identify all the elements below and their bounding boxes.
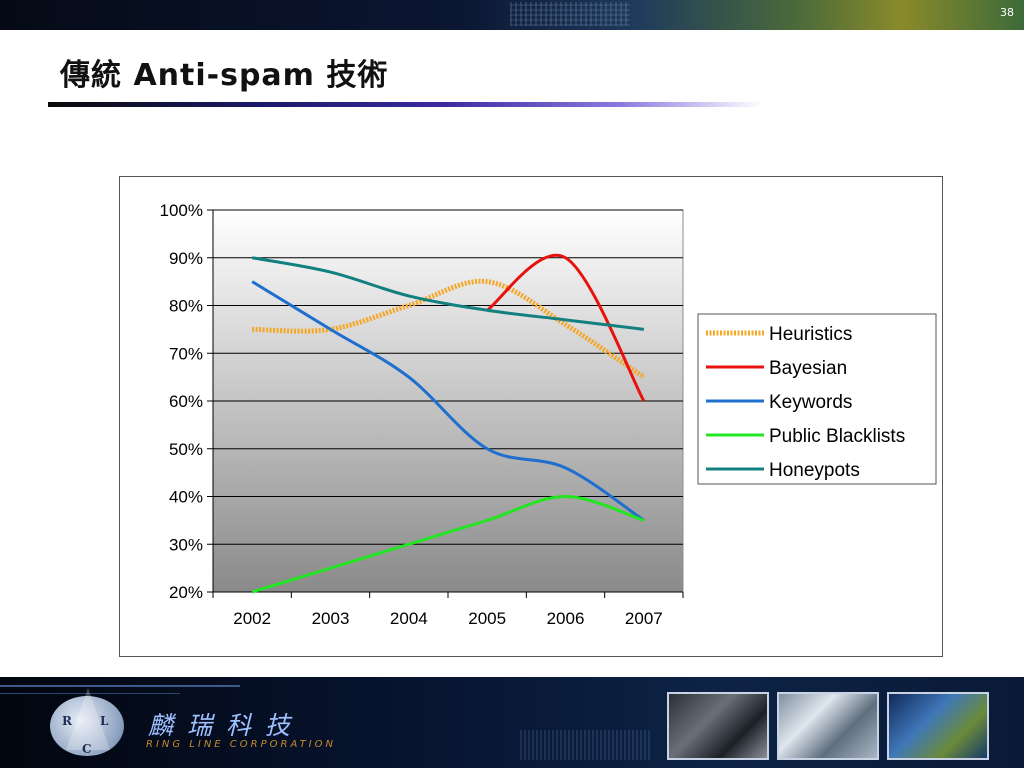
page-number: 38 [1000,6,1014,19]
company-name-english: RING LINE CORPORATION [146,739,336,750]
series-line-honeypots [251,256,645,331]
legend-label-honeypots: Honeypots [769,460,860,481]
chart-frame: 20% 30% 40% 50% 60% 70% 80% 90% 100% 2002 2003 2004… [119,176,943,657]
x-tick-label: 2007 [625,609,663,628]
legend-label-heuristics: Heuristics [769,324,852,345]
x-tick-label: 2004 [390,609,428,628]
title-underline [48,102,763,107]
y-tick-label: 100% [160,201,203,220]
y-tick-label: 20% [169,583,203,602]
x-tick-label: 2005 [468,609,506,628]
y-tick-label: 80% [169,297,203,316]
series-line-bayesian [486,253,646,402]
legend-label-keywords: Keywords [769,392,852,413]
company-logo [50,696,124,756]
slide-title: 傳統 Anti-spam 技術 [60,58,389,93]
banner-pattern [510,2,630,26]
logo-letter-l: L [100,714,109,728]
series-line-keywords [251,280,645,522]
legend-box [697,313,937,485]
series-line-heuristics [252,278,646,380]
photo-meeting [777,692,879,760]
y-tick-label: 60% [169,392,203,411]
legend-label-public-blacklists: Public Blacklists [769,426,905,447]
logo-letter-c: C [82,742,92,756]
footer-pattern [520,730,650,760]
logo-letter-r: R [62,714,72,728]
company-name-chinese: 麟瑞科技 [148,711,305,740]
line-chart: 20% 30% 40% 50% 60% 70% 80% 90% 100% 2002 2003 2004… [160,201,937,628]
y-tick-label: 30% [169,535,203,554]
y-tick-label: 40% [169,488,203,507]
y-tick-label: 70% [169,344,203,363]
y-tick-label: 90% [169,249,203,268]
y-tick-label: 50% [169,440,203,459]
photo-technology [887,692,989,760]
legend-label-bayesian: Bayesian [769,358,847,379]
x-tick-label: 2002 [233,609,271,628]
logo-triangle [66,688,110,750]
series-line-public-blacklists [251,494,645,594]
footer-line [0,685,240,687]
x-tick-label: 2006 [547,609,585,628]
footer-line [0,693,180,694]
top-banner: 38 [0,0,1024,30]
x-tick-label: 2003 [312,609,350,628]
photo-business-people [667,692,769,760]
